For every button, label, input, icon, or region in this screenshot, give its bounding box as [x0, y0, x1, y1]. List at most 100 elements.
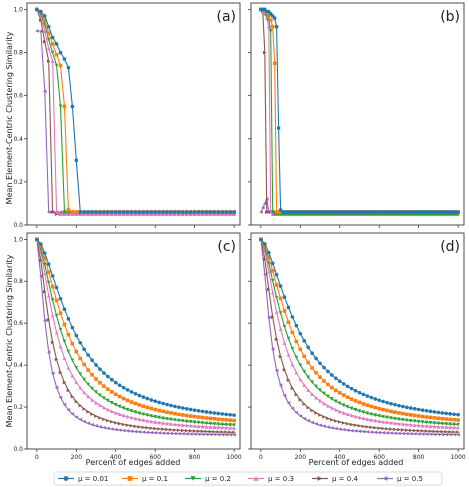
x-tick-label: 200	[71, 454, 83, 461]
data-point	[113, 210, 118, 214]
data-point	[86, 353, 90, 357]
data-point	[165, 212, 169, 217]
data-point	[306, 345, 310, 350]
data-point	[141, 210, 146, 214]
data-point	[263, 9, 267, 14]
data-point	[54, 385, 59, 390]
data-point	[177, 412, 181, 417]
data-point	[200, 212, 205, 217]
data-point	[188, 414, 193, 418]
data-point	[90, 422, 94, 427]
data-point	[196, 415, 201, 419]
data-point	[337, 420, 342, 424]
legend-item: μ = 0.4	[312, 475, 358, 483]
data-point	[408, 431, 413, 436]
data-point	[196, 424, 201, 429]
legend-marker	[253, 476, 259, 481]
data-point	[341, 421, 346, 425]
data-point	[74, 380, 79, 385]
data-point	[149, 406, 154, 411]
data-point	[322, 424, 326, 429]
data-point	[361, 392, 366, 397]
data-point	[58, 296, 63, 301]
data-point	[436, 432, 441, 437]
data-point	[200, 415, 205, 420]
data-point	[268, 18, 273, 23]
data-point	[86, 210, 90, 214]
data-point	[452, 432, 456, 437]
data-point	[169, 427, 173, 432]
data-point	[232, 212, 236, 217]
data-point	[66, 332, 71, 337]
data-point	[270, 269, 275, 273]
data-point	[416, 428, 421, 433]
data-point	[456, 412, 460, 417]
data-point	[365, 394, 370, 398]
data-point	[428, 424, 433, 429]
data-point	[401, 404, 405, 409]
data-point	[70, 358, 75, 363]
data-point	[50, 284, 55, 289]
data-point	[274, 337, 279, 342]
data-point	[113, 380, 118, 385]
data-point	[353, 423, 358, 428]
data-point	[290, 386, 295, 390]
data-point	[204, 210, 209, 214]
data-point	[341, 403, 346, 408]
data-point	[173, 404, 177, 409]
data-point	[416, 414, 421, 418]
data-point	[113, 392, 118, 397]
data-point	[224, 210, 228, 214]
data-point	[153, 415, 157, 419]
data-point	[314, 395, 318, 400]
data-point	[184, 423, 189, 428]
data-point	[192, 212, 197, 217]
data-point	[373, 425, 378, 430]
data-point	[337, 427, 342, 431]
data-point	[157, 415, 161, 420]
data-point	[274, 272, 279, 277]
data-point	[353, 414, 358, 419]
data-point	[220, 432, 225, 437]
data-point	[385, 427, 389, 431]
data-point	[66, 65, 71, 70]
data-point	[208, 425, 213, 429]
data-point	[145, 426, 150, 430]
data-point	[86, 368, 90, 372]
ylabel-bottom: Mean Element-Centric Clustering Similari…	[5, 254, 14, 427]
data-point	[278, 284, 283, 288]
data-point	[90, 372, 94, 377]
data-point	[436, 424, 441, 429]
data-point	[220, 417, 225, 422]
data-point	[369, 412, 374, 417]
data-point	[54, 285, 59, 290]
data-point	[54, 210, 59, 214]
data-point	[377, 426, 381, 430]
data-point	[110, 212, 114, 217]
data-point	[192, 414, 197, 419]
panel-label: (c)	[217, 239, 236, 255]
data-point	[334, 399, 338, 404]
legend-marker	[63, 476, 69, 481]
data-point	[420, 432, 425, 436]
x-tick-label: 600	[373, 454, 385, 461]
data-point	[161, 416, 165, 421]
data-point	[181, 432, 185, 436]
data-point	[54, 42, 59, 46]
data-point	[208, 432, 213, 437]
data-point	[440, 432, 445, 437]
data-point	[334, 426, 338, 431]
ylabel-top: Mean Element-Centric Clustering Similari…	[5, 31, 14, 204]
data-point	[106, 398, 110, 403]
data-point	[117, 383, 122, 388]
data-point	[106, 212, 110, 217]
data-point	[278, 327, 283, 331]
data-point	[424, 424, 429, 428]
data-point	[290, 406, 295, 411]
data-point	[153, 430, 157, 435]
data-point	[82, 419, 86, 424]
data-point	[173, 428, 177, 432]
data-point	[98, 403, 102, 408]
data-point	[302, 383, 307, 387]
data-point	[184, 212, 189, 217]
